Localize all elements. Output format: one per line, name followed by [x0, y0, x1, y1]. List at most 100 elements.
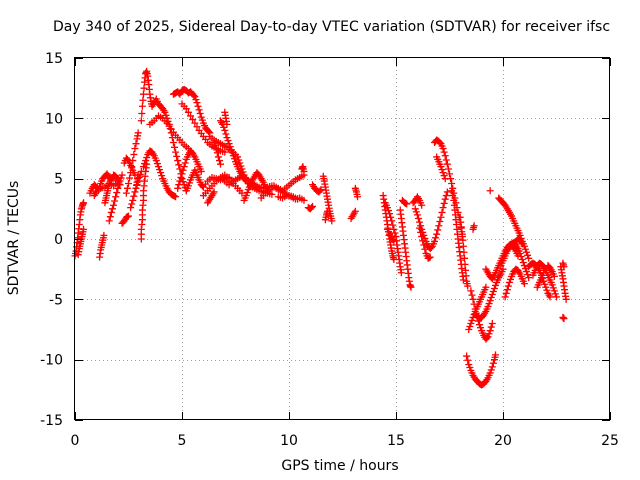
data-point [562, 295, 570, 303]
data-point [503, 286, 511, 294]
data-point [238, 165, 246, 173]
series-t8 [118, 212, 132, 227]
data-point [309, 202, 317, 210]
data-point [483, 334, 491, 342]
series-t51 [469, 222, 478, 233]
data-point [437, 163, 445, 171]
data-point [224, 137, 232, 145]
data-point [448, 187, 456, 195]
data-point [197, 113, 205, 121]
data-point [432, 234, 440, 242]
data-point [182, 105, 190, 113]
data-point [519, 259, 527, 267]
data-point [172, 193, 180, 201]
data-point [107, 208, 115, 216]
data-point [134, 171, 142, 179]
data-point [414, 214, 422, 222]
data-point [486, 297, 494, 305]
data-point [193, 123, 201, 131]
data-point [221, 126, 229, 134]
data-point [108, 205, 116, 213]
data-point [176, 177, 184, 185]
series-t61 [512, 235, 526, 248]
series-t27 [221, 108, 231, 128]
data-point [316, 187, 324, 195]
data-point [385, 207, 393, 215]
data-point [237, 162, 245, 170]
data-point [125, 212, 132, 220]
data-point [416, 224, 424, 232]
y-tick-label: -15 [40, 413, 63, 429]
series-t42 [396, 206, 415, 291]
data-point [486, 327, 494, 335]
y-axis-label: SDTVAR / TECUs [6, 181, 22, 296]
series-t16 [146, 112, 192, 152]
data-point [210, 138, 218, 146]
data-point [156, 166, 164, 174]
data-point [560, 315, 568, 323]
data-point [105, 217, 113, 225]
data-point [197, 167, 205, 175]
series-t68 [559, 313, 568, 323]
data-point [523, 248, 531, 256]
data-point [440, 199, 448, 207]
series-t22 [204, 188, 218, 207]
data-point [487, 323, 495, 331]
data-point [143, 160, 151, 168]
data-point [397, 269, 405, 277]
series-t19 [174, 147, 205, 192]
data-point [550, 272, 558, 280]
data-point [174, 157, 182, 165]
data-point [518, 240, 526, 248]
series-t41 [383, 225, 398, 245]
data-point [130, 192, 138, 200]
series-t45 [409, 193, 426, 209]
series-t12 [132, 171, 142, 192]
data-point [443, 160, 451, 168]
data-point [221, 148, 229, 156]
series-t48 [433, 153, 449, 183]
data-point [268, 190, 276, 198]
data-point [460, 254, 468, 262]
data-point [115, 181, 123, 189]
data-point [100, 231, 108, 239]
data-point [222, 130, 230, 138]
data-point [521, 245, 529, 253]
x-tick-label: 20 [494, 433, 512, 449]
data-point [210, 188, 218, 196]
data-point [153, 160, 161, 168]
data-point [520, 280, 528, 288]
data-point [130, 151, 138, 159]
data-point [442, 156, 450, 164]
plot-frame [74, 57, 610, 420]
data-point [468, 291, 476, 299]
data-point [307, 204, 315, 212]
x-tick-labels: 0 5 10 15 20 25 [71, 433, 619, 449]
data-point [175, 181, 183, 189]
data-point [162, 111, 170, 119]
data-point [178, 170, 186, 178]
data-point [465, 326, 473, 333]
data-point [217, 160, 225, 168]
data-point [225, 140, 233, 148]
data-point [177, 173, 185, 181]
data-point [489, 359, 497, 367]
series-t24 [210, 138, 225, 168]
data-point [464, 282, 472, 290]
data-point [391, 229, 399, 237]
data-point [107, 175, 115, 183]
data-point [560, 263, 568, 271]
data-point [189, 116, 197, 124]
series-t65 [544, 262, 558, 280]
data-point [421, 245, 429, 253]
data-point [426, 253, 434, 261]
data-point [154, 163, 162, 171]
data-point [242, 176, 250, 184]
data-point [215, 157, 223, 165]
data-point [433, 230, 441, 238]
data-point [180, 163, 188, 171]
data-point [550, 287, 558, 295]
data-point [175, 161, 183, 169]
data-point [440, 172, 448, 180]
data-point [506, 275, 514, 283]
